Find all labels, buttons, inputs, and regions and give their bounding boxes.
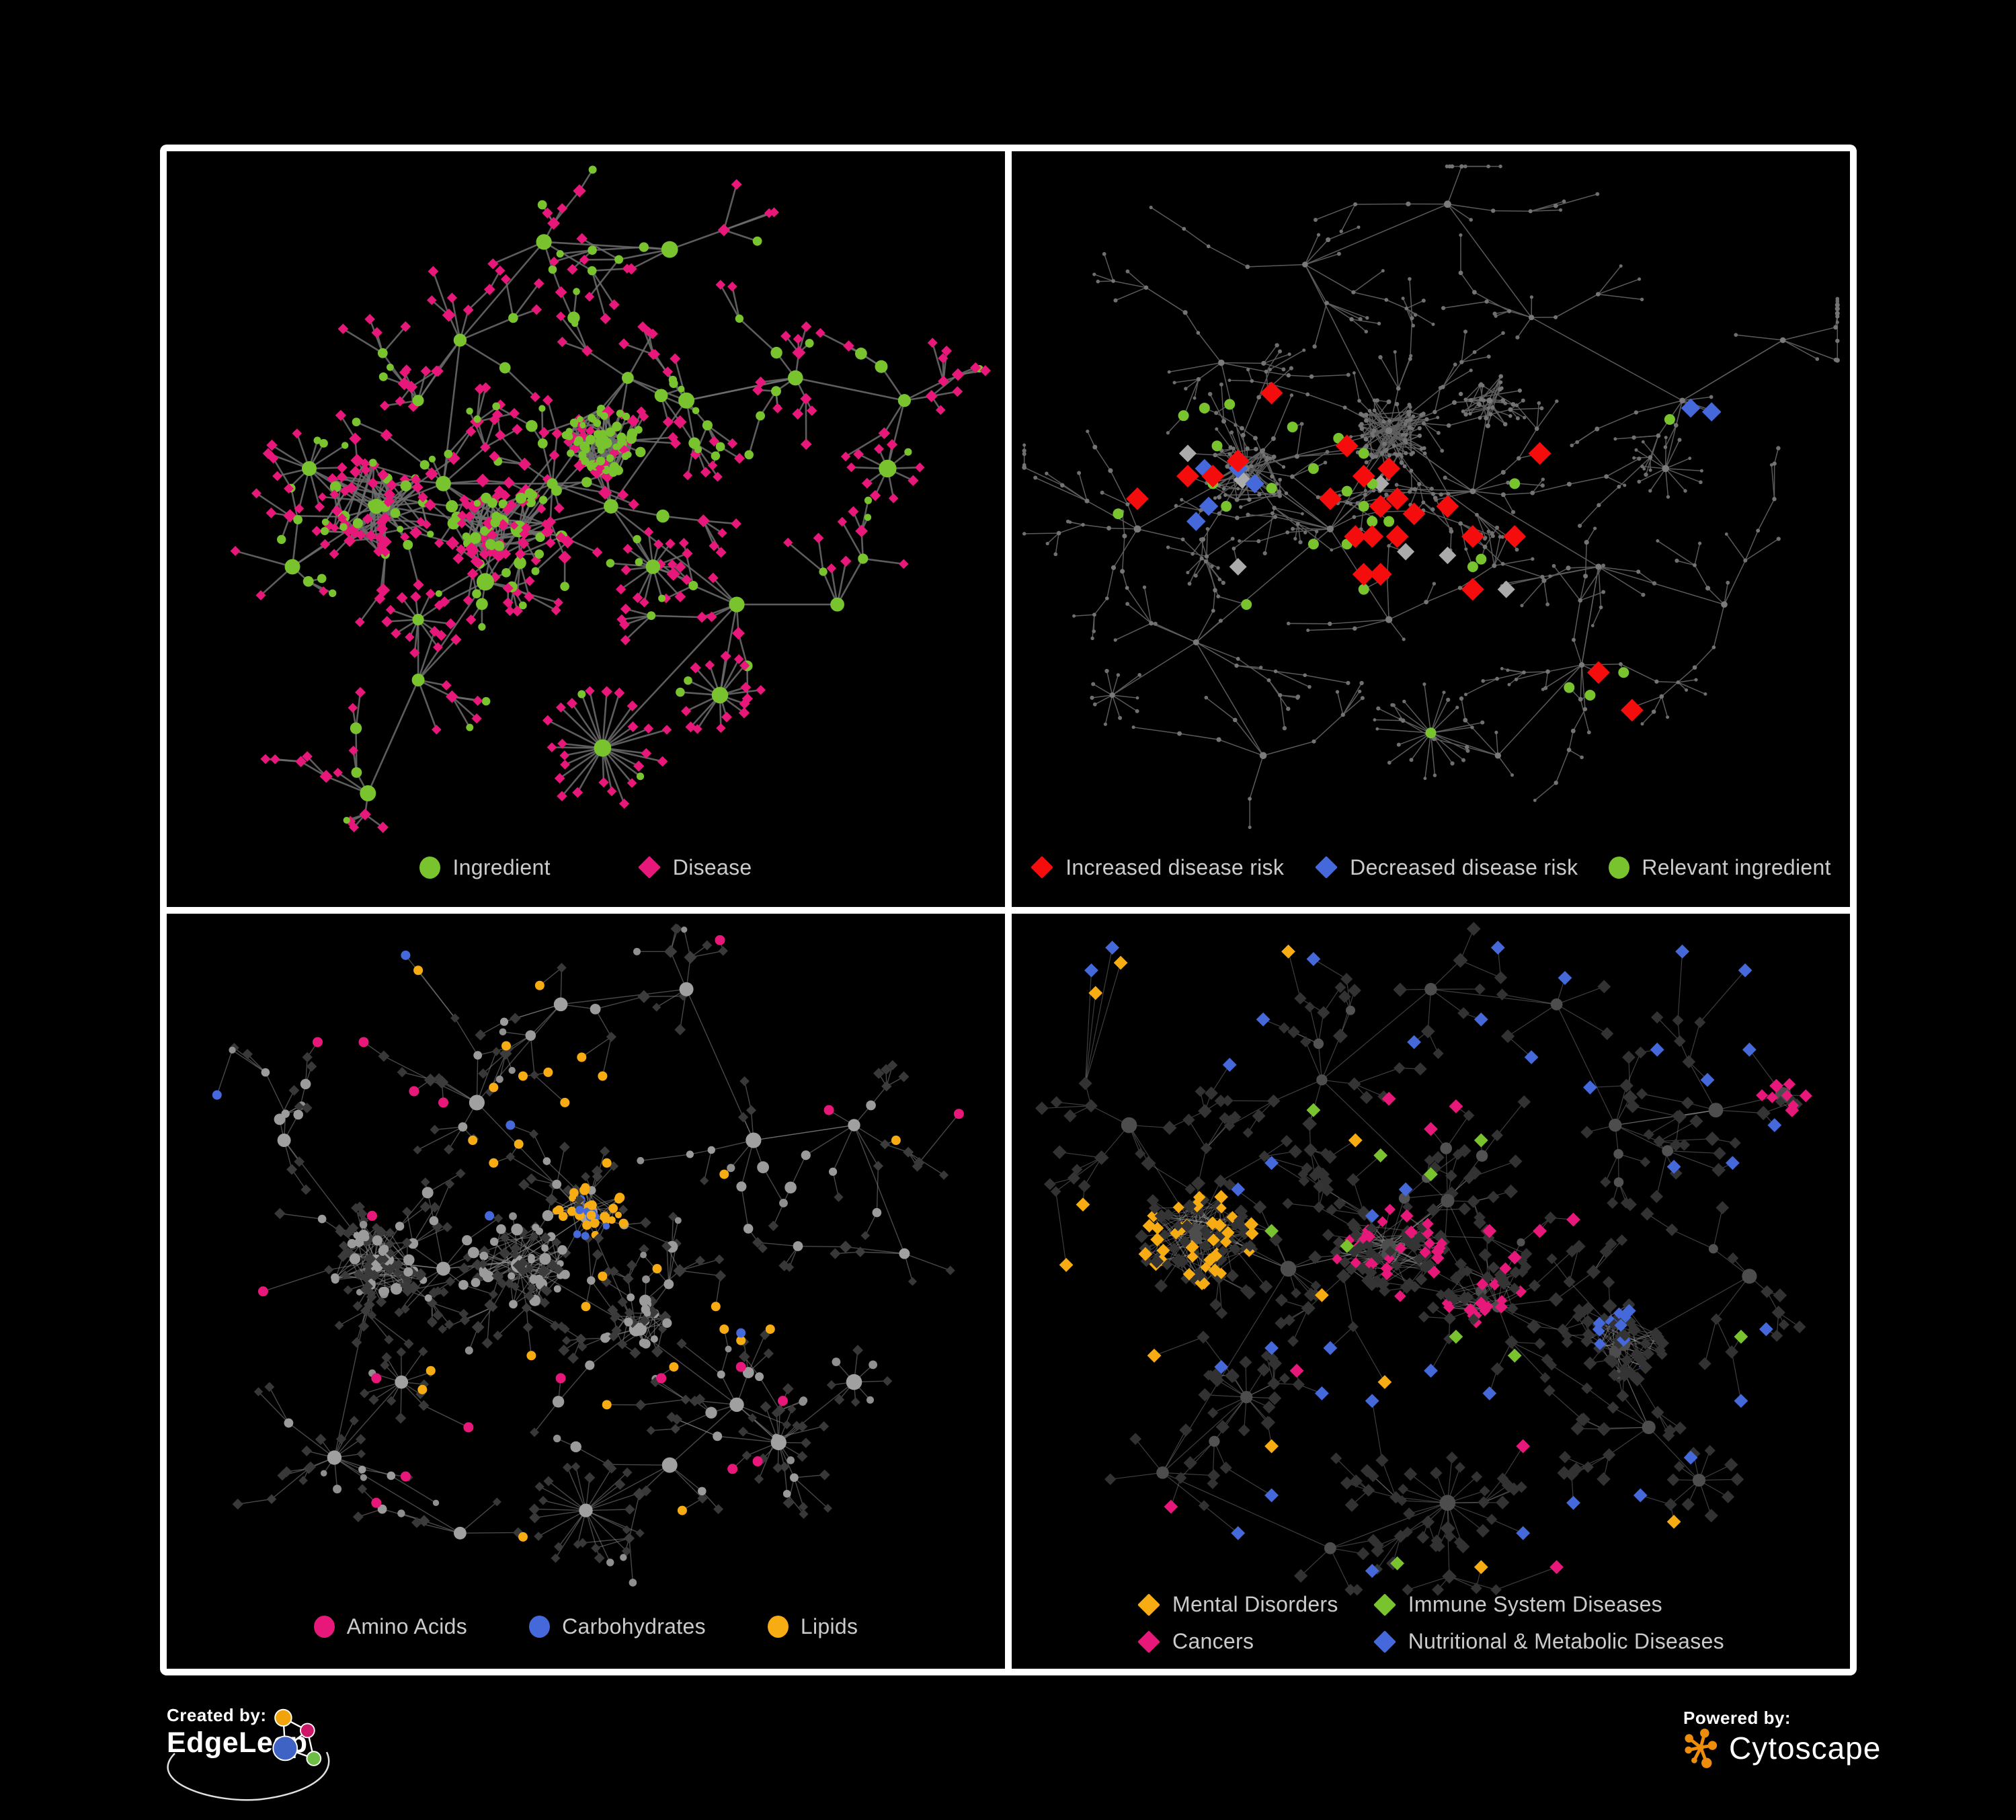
legend-item: Increased disease risk [1031, 855, 1284, 880]
legend-item: Amino Acids [313, 1614, 468, 1639]
panel-disease-categories: Mental Disorders Immune System Diseases Ca… [1012, 913, 1850, 1669]
created-by-label: Created by: [167, 1705, 267, 1725]
edgeleap-swoosh [167, 1751, 330, 1801]
legend-label: Ingredient [452, 855, 551, 879]
legend-label: Immune System Diseases [1408, 1592, 1662, 1616]
circle-swatch [1609, 856, 1630, 879]
powered-by-block: Powered by: Cytoscape [1683, 1708, 1992, 1795]
circle-swatch [313, 1616, 335, 1638]
network-graph-disease-risk [1022, 164, 1840, 830]
network-graph-ingredient-disease [230, 165, 991, 833]
diamond-swatch [1373, 1630, 1396, 1653]
legend-item: Nutritional & Metabolic Diseases [1373, 1629, 1724, 1654]
panel-macronutrients: Amino Acids Carbohydrates Lipids [167, 913, 1005, 1669]
legend-disease-risk: Increased disease risk Decreased disease … [1012, 855, 1850, 880]
circle-swatch [767, 1616, 789, 1638]
created-by-block: Created by: EdgeLeap [167, 1705, 489, 1819]
diamond-swatch [1315, 856, 1338, 879]
legend-label: Mental Disorders [1172, 1592, 1338, 1616]
legend-label: Increased disease risk [1065, 855, 1285, 879]
network-graph-macronutrients [212, 923, 964, 1587]
panel-ingredient-disease: Ingredient Disease [167, 151, 1005, 907]
legend-label: Relevant ingredient [1642, 855, 1831, 879]
legend-ingredient-disease: Ingredient Disease [167, 855, 1005, 880]
legend-label: Nutritional & Metabolic Diseases [1408, 1629, 1724, 1653]
legend-macronutrients: Amino Acids Carbohydrates Lipids [167, 1614, 1005, 1639]
legend-item: Lipids [767, 1614, 858, 1639]
legend-item: Cancers [1137, 1629, 1254, 1654]
diamond-swatch [1137, 1593, 1161, 1616]
legend-item: Decreased disease risk [1315, 855, 1578, 880]
legend-item: Relevant ingredient [1609, 855, 1831, 880]
cytoscape-logo-icon [1685, 1729, 1718, 1768]
legend-item: Disease [637, 855, 752, 880]
panel-disease-risk: Increased disease risk Decreased disease … [1012, 151, 1850, 907]
legend-label: Lipids [800, 1614, 858, 1638]
cytoscape-wordmark: Cytoscape [1729, 1731, 1882, 1766]
legend-label: Cancers [1172, 1629, 1254, 1653]
diamond-swatch [1137, 1630, 1161, 1653]
legend-label: Decreased disease risk [1350, 855, 1578, 879]
diamond-swatch [637, 856, 661, 879]
legend-item: Ingredient [419, 855, 550, 880]
network-graph-disease-categories [1035, 921, 1812, 1596]
panel-grid: Ingredient Disease Increased disease risk… [160, 145, 1857, 1675]
legend-disease-categories: Mental Disorders Immune System Diseases Ca… [1012, 1592, 1850, 1654]
edgeleap-logo-icon [272, 1708, 322, 1766]
legend-item: Mental Disorders [1137, 1592, 1338, 1617]
legend-item: Immune System Diseases [1373, 1592, 1662, 1617]
legend-label: Amino Acids [346, 1614, 468, 1638]
legend-label: Disease [672, 855, 752, 879]
legend-label: Carbohydrates [562, 1614, 706, 1638]
circle-swatch [529, 1616, 551, 1638]
powered-by-label: Powered by: [1683, 1708, 1791, 1728]
diamond-swatch [1373, 1593, 1396, 1616]
circle-swatch [419, 856, 441, 879]
diamond-swatch [1031, 856, 1054, 879]
legend-item: Carbohydrates [529, 1614, 706, 1639]
